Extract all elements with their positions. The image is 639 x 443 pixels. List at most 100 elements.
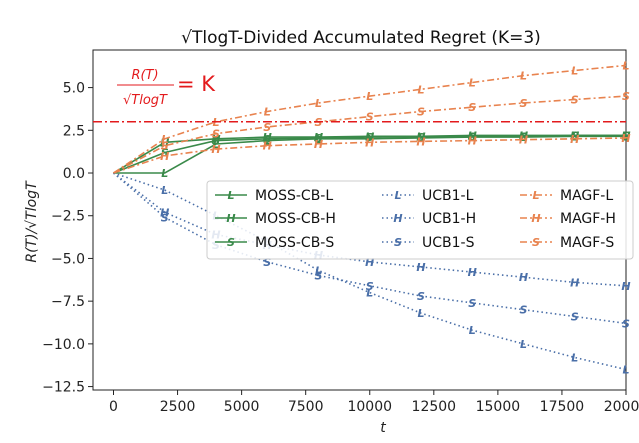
y-tick-label: −7.5	[51, 294, 85, 310]
data-point-moss-cb-s: S	[212, 135, 220, 148]
legend-label-ucb1-s: UCB1-S	[422, 235, 475, 251]
y-axis-label: R(T)/√TlogT	[24, 180, 40, 263]
data-point-moss-cb-l: L	[622, 130, 629, 143]
x-tick-label: 10000	[347, 399, 392, 415]
legend-marker-magf-s: S	[532, 236, 540, 249]
data-point-ucb1-s: S	[417, 290, 425, 303]
data-point-magf-s: S	[571, 94, 579, 107]
data-point-magf-l: L	[469, 76, 476, 89]
legend-label-moss-cb-h: MOSS-CB-H	[255, 211, 336, 227]
data-point-ucb1-s: S	[161, 211, 169, 224]
data-point-moss-cb-l: L	[212, 138, 219, 151]
data-point-magf-h: H	[468, 135, 477, 148]
data-point-moss-cb-l: L	[264, 135, 271, 148]
data-point-magf-s: S	[622, 90, 630, 103]
legend-box	[206, 180, 634, 260]
legend-marker-magf-l: L	[532, 189, 539, 202]
data-point-ucb1-s: S	[263, 256, 271, 269]
data-point-moss-cb-s: S	[366, 131, 374, 144]
data-point-moss-cb-l: L	[417, 132, 424, 145]
data-point-magf-h: H	[519, 134, 528, 147]
x-tick-label: 7500	[288, 399, 324, 415]
data-point-magf-l: L	[622, 59, 629, 72]
data-point-moss-cb-l: L	[161, 167, 168, 180]
data-point-ucb1-h: H	[621, 280, 630, 293]
data-point-magf-s: S	[263, 121, 271, 134]
annotation-equals-k: = K	[177, 72, 216, 96]
data-point-moss-cb-l: L	[520, 131, 527, 144]
data-point-magf-l: L	[520, 70, 527, 83]
series-line-moss-cb-s	[113, 134, 626, 174]
series-line-magf-h	[113, 137, 627, 174]
data-point-ucb1-s: S	[520, 304, 528, 317]
y-tick-label: 5.0	[63, 81, 85, 97]
data-point-magf-h: H	[570, 133, 579, 146]
data-point-magf-s: S	[417, 106, 425, 119]
data-point-magf-h: H	[365, 136, 374, 149]
x-axis-label: t	[380, 420, 386, 436]
data-point-moss-cb-s: S	[161, 147, 169, 160]
data-point-magf-s: S	[212, 128, 220, 141]
legend-label-ucb1-l: UCB1-L	[422, 188, 474, 204]
data-point-magf-h: H	[160, 150, 169, 163]
legend-label-ucb1-h: UCB1-H	[422, 211, 476, 227]
data-point-moss-cb-s: S	[263, 133, 271, 146]
legend: L MOSS-CB-L H MOSS-CB-H S MOSS-CB-S L UCB1-L H UC…	[206, 180, 634, 260]
series-moss-cb-l: L L L L L L L L L L	[113, 130, 630, 180]
x-tick-label: 17500	[540, 399, 585, 415]
y-tick-label: −5.0	[51, 251, 85, 267]
data-point-magf-s: S	[520, 97, 528, 110]
legend-marker-moss-cb-l: L	[227, 189, 234, 202]
legend-marker-magf-h: H	[531, 212, 540, 225]
data-point-ucb1-s: S	[366, 280, 374, 293]
data-point-magf-h: H	[416, 135, 425, 148]
data-point-ucb1-l: L	[315, 264, 322, 277]
x-tick-label: 0	[109, 399, 118, 415]
data-point-ucb1-l: L	[417, 307, 424, 320]
annotation-denominator: √TlogT	[123, 93, 168, 108]
data-point-ucb1-l: L	[161, 184, 168, 197]
data-point-magf-s: S	[366, 111, 374, 124]
series-line-magf-s	[113, 95, 627, 174]
data-point-ucb1-h: H	[365, 256, 374, 269]
data-point-ucb1-l: L	[366, 287, 373, 300]
data-point-moss-cb-h: H	[160, 136, 169, 149]
data-point-moss-cb-h: H	[263, 131, 272, 144]
data-point-magf-l: L	[161, 133, 168, 146]
data-point-ucb1-l: L	[622, 363, 629, 376]
series-layer: LLLLLLLLLLHHHHHHHHHHSSSSSSSSSSLLLLLLLLLL…	[112, 59, 631, 376]
data-point-ucb1-l: L	[520, 338, 527, 351]
data-point-moss-cb-s: S	[417, 131, 425, 144]
x-tick-label: 12500	[412, 399, 457, 415]
annotation-numerator: R(T)	[131, 68, 158, 83]
data-point-ucb1-l: L	[469, 324, 476, 337]
y-tick-label: 0.0	[63, 166, 85, 182]
data-point-moss-cb-s: S	[571, 129, 579, 142]
data-point-magf-l: L	[366, 90, 373, 103]
axis-ticks: 0 2500 5000 7500 10000 12500 15000 17500 20000 5.…	[42, 81, 639, 415]
data-point-moss-cb-s: S	[468, 130, 476, 143]
series-moss-cb-s: SS S S S S S S S S	[113, 129, 630, 174]
data-point-moss-cb-l: L	[571, 130, 578, 143]
data-point-ucb1-h: H	[468, 266, 477, 279]
data-point-magf-h: H	[314, 138, 323, 151]
data-point-ucb1-h: H	[519, 271, 528, 284]
x-tick-label: 2500	[160, 399, 196, 415]
chart-title: √TlogT-Divided Accumulated Regret (K=3)	[181, 28, 541, 48]
data-point-magf-h: H	[263, 140, 272, 153]
data-point-ucb1-s: S	[622, 317, 630, 330]
data-point-moss-cb-l: L	[469, 131, 476, 144]
series-line-moss-cb-l	[113, 135, 626, 174]
data-point-moss-cb-h: H	[211, 133, 220, 146]
data-point-ucb1-h: H	[416, 261, 425, 274]
y-tick-label: −2.5	[51, 209, 85, 225]
data-point-ucb1-h: H	[570, 276, 579, 289]
data-point-ucb1-s: S	[315, 270, 323, 283]
data-point-magf-s: S	[161, 140, 169, 153]
k-annotation: R(T) √TlogT = K	[117, 68, 216, 108]
legend-label-magf-l: MAGF-L	[560, 188, 613, 204]
y-tick-label: 2.5	[63, 123, 85, 139]
x-tick-label: 20000	[604, 399, 639, 415]
data-point-moss-cb-s: S	[315, 132, 323, 145]
